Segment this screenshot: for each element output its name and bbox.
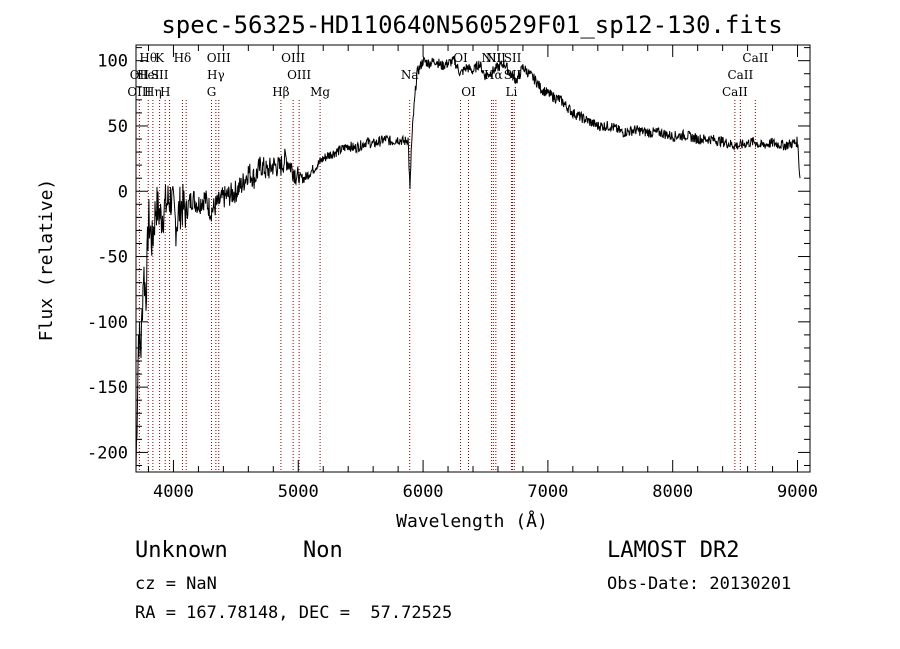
y-tick-label-6: 100 (97, 52, 128, 72)
line-label-25-0: CaII (727, 68, 753, 82)
line-label-0-0: OII (130, 68, 150, 82)
line-label-11-0: Hβ (272, 85, 289, 99)
survey-name: LAMOST DR2 (607, 538, 740, 563)
line-label-12-0: OIII (281, 51, 305, 65)
line-label-9-0: Hγ (207, 68, 225, 82)
object-subclass: Non (303, 538, 343, 563)
line-label-18-0: NII (481, 51, 501, 65)
y-tick-label-3: -50 (97, 248, 128, 268)
line-label-10-0: OIII (207, 51, 231, 65)
line-label-16-0: OI (453, 51, 468, 65)
line-label-0-1: OIII (127, 85, 151, 99)
axis-ticks: 4000 5000 6000 7000 8000 9000 -200 -150 -100 -50 0… (87, 45, 818, 502)
x-tick-label-4: 8000 (652, 482, 693, 502)
y-tick-label-1: -150 (87, 378, 128, 398)
line-label-22-0: SII (504, 51, 522, 65)
line-label-17-0: OI (461, 85, 476, 99)
y-tick-label-0: -200 (87, 443, 128, 463)
line-label-3-0: K (155, 51, 165, 65)
x-axis-label: Wavelength (Å) (396, 510, 548, 532)
line-label-13-0: OIII (287, 68, 311, 82)
observation-date: Obs-Date: 20130201 (607, 574, 792, 594)
spectral-lines: OII OIII Hθ HeI Hη K SII H Hδ G Hγ OIII Hβ OIII OIII Mg… (127, 51, 768, 472)
line-label-1-0: Hθ (139, 51, 157, 65)
coordinates: RA = 167.78148, DEC = 57.72525 (135, 603, 453, 623)
redshift-value: cz = NaN (135, 574, 217, 594)
x-tick-label-3: 7000 (527, 482, 568, 502)
line-label-1-1: HeI (137, 68, 160, 82)
x-tick-label-0: 4000 (153, 482, 194, 502)
plot-frame (135, 44, 811, 473)
y-axis-label: Flux (relative) (36, 179, 57, 342)
line-label-2-0: Hη (144, 85, 162, 99)
line-label-4-0: H (160, 85, 170, 99)
x-tick-label-5: 9000 (777, 482, 818, 502)
line-label-24-0: CaII (722, 85, 748, 99)
line-label-8-0: G (207, 85, 217, 99)
line-label-19-0: Hα (484, 68, 503, 82)
object-type: Unknown (135, 538, 228, 563)
line-label-26-0: CaII (742, 51, 768, 65)
spectrum-line (135, 55, 801, 473)
line-label-3-1: SII (151, 68, 169, 82)
line-label-14-0: Mg (310, 85, 330, 99)
y-tick-label-5: 50 (108, 117, 128, 137)
y-tick-label-2: -100 (87, 313, 128, 333)
x-tick-label-2: 6000 (403, 482, 444, 502)
line-label-6-0: Hδ (174, 51, 192, 65)
line-label-21-0: Li (506, 85, 518, 99)
chart-title: spec-56325-HD110640N560529F01_sp12-130.f… (161, 11, 782, 39)
x-tick-label-1: 5000 (278, 482, 319, 502)
y-tick-label-4: 0 (118, 182, 128, 202)
line-label-15-0: Na (401, 68, 419, 82)
